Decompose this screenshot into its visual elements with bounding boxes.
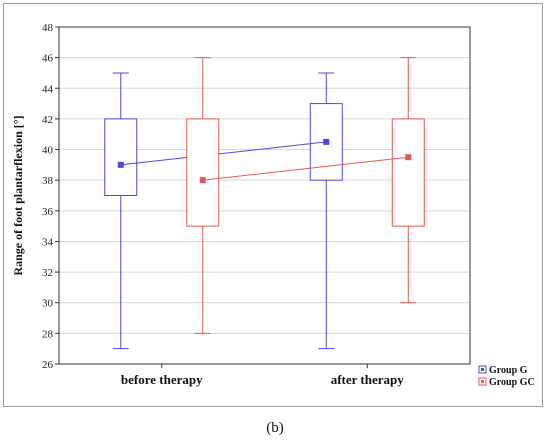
- y-tick-label-26: 26: [42, 359, 54, 371]
- plot-area-border: [58, 26, 471, 365]
- y-tick-label-42: 42: [42, 114, 53, 126]
- y-tick-label-34: 34: [42, 236, 54, 248]
- y-tick-label-48: 48: [42, 22, 54, 34]
- series-1-box-1-iqr-box: [391, 118, 425, 227]
- series-1-box-0-iqr-box: [186, 118, 220, 227]
- x-category-label-0: before therapy: [121, 372, 203, 387]
- y-tick-label-36: 36: [42, 206, 54, 218]
- y-tick-label-46: 46: [42, 53, 54, 65]
- y-axis-label: Range of foot plantarflexion [°]: [11, 115, 25, 275]
- series-1-mean-marker-0: [199, 177, 206, 184]
- legend-swatch-inner-1: [481, 380, 484, 383]
- chart-frame: 26 28 30 32 34 36 38 40 42 44 46 48 before therapy af…: [3, 3, 543, 407]
- x-category-label-1: after therapy: [331, 372, 405, 387]
- y-tick-label-30: 30: [42, 298, 54, 310]
- y-tick-label-38: 38: [42, 175, 54, 187]
- series-1-mean-line: [202, 156, 409, 181]
- series-0-mean-marker-1: [323, 138, 330, 145]
- y-tick-label-40: 40: [42, 145, 54, 157]
- legend-swatch-inner-0: [481, 368, 484, 371]
- figure-caption: (b): [266, 420, 284, 436]
- legend-label-1: Group GC: [489, 377, 535, 388]
- box-plot-chart: 26 28 30 32 34 36 38 40 42 44 46 48 before therapy af…: [11, 22, 535, 388]
- series-0-box-0-iqr-box: [104, 118, 138, 196]
- series-0-mean-line: [120, 141, 327, 166]
- series-0-mean-marker-0: [117, 161, 124, 168]
- series-1-mean-marker-1: [405, 154, 412, 161]
- y-tick-label-28: 28: [42, 328, 54, 340]
- y-tick-label-32: 32: [42, 267, 53, 279]
- y-tick-label-44: 44: [42, 83, 54, 95]
- legend-label-0: Group G: [489, 365, 528, 376]
